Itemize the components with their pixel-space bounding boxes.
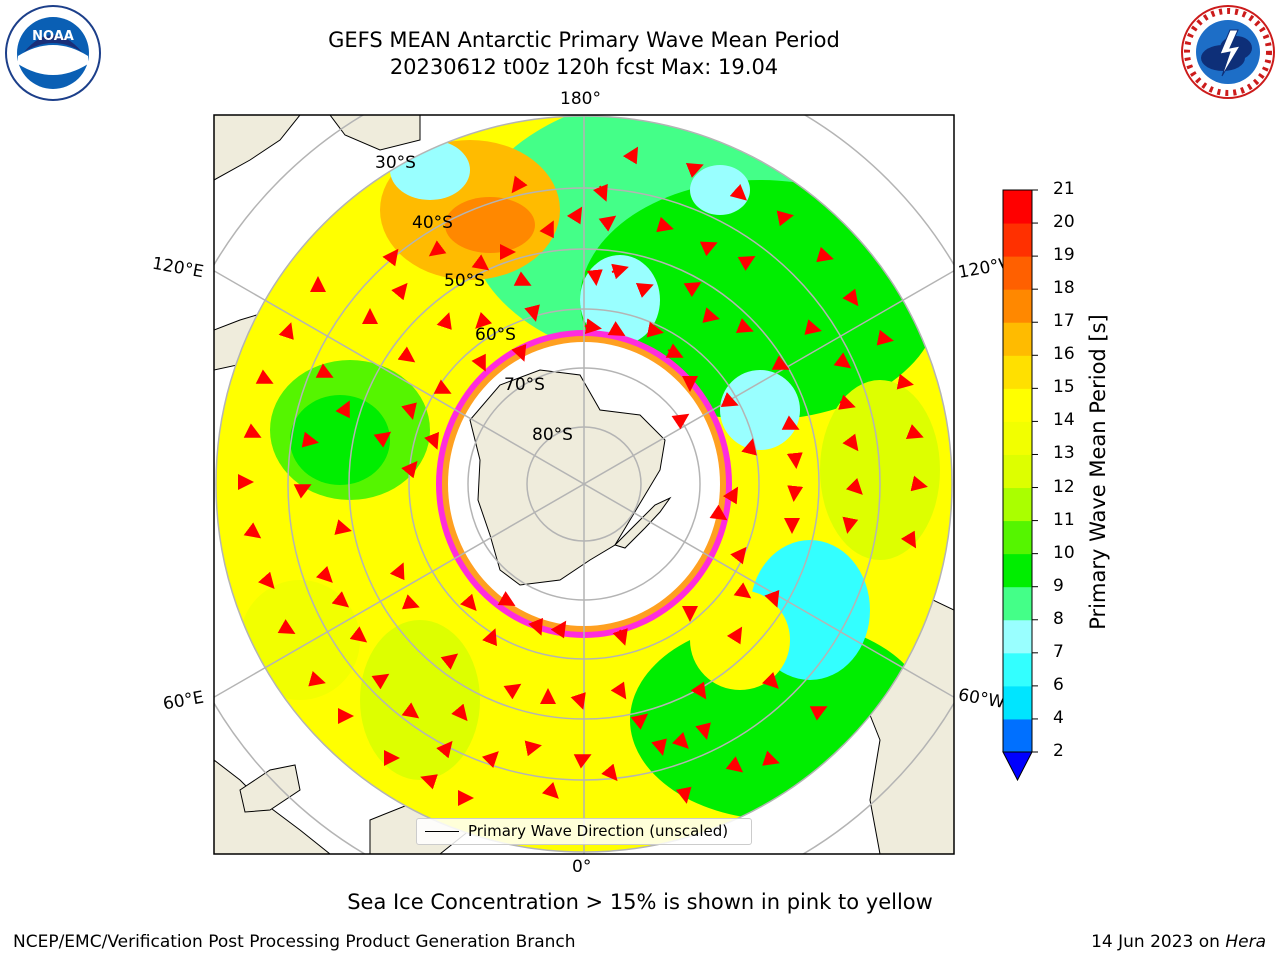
map-legend: Primary Wave Direction (unscaled)	[416, 818, 752, 845]
lon-label-180: 180°	[560, 89, 601, 109]
lat-label-40s: 40°S	[412, 213, 453, 233]
map-subtitle: 20230612 t00z 120h fcst Max: 19.04	[389, 55, 779, 79]
lat-label-30s: 30°S	[375, 153, 416, 173]
lat-label-70s: 70°S	[504, 375, 545, 395]
colorbar-under-triangle	[1002, 751, 1033, 782]
colorbar-segment	[1003, 619, 1032, 654]
colorbar-tick-label: 11	[1053, 509, 1075, 530]
noaa-logo: NOAA	[5, 5, 101, 101]
colorbar-tick-label: 2	[1053, 741, 1064, 761]
colorbar-segment	[1003, 487, 1032, 522]
colorbar-tick-label: 9	[1053, 575, 1064, 596]
lat-label-50s: 50°S	[444, 271, 485, 291]
map-title: GEFS MEAN Antarctic Primary Wave Mean Pe…	[328, 28, 840, 52]
colorbar-tick-label: 10	[1053, 542, 1075, 563]
footer-date: 14 Jun 2023 on Hera	[1091, 932, 1266, 952]
legend-label: Primary Wave Direction (unscaled)	[468, 822, 729, 840]
colorbar-outline	[1002, 189, 1033, 753]
colorbar-segment	[1003, 256, 1032, 290]
colorbar-tick-label: 18	[1053, 278, 1075, 299]
colorbar	[1002, 189, 1038, 782]
lat-label-60s: 60°S	[475, 325, 516, 345]
colorbar-segment	[1003, 190, 1032, 224]
noaa-logo-text: NOAA	[32, 29, 74, 44]
colorbar-tick-label: 7	[1053, 641, 1064, 662]
colorbar-segment	[1003, 553, 1032, 588]
colorbar-tick-label: 6	[1053, 674, 1064, 695]
graticule	[214, 115, 954, 854]
colorbar-segment	[1003, 421, 1032, 455]
colorbar-tick-label: 17	[1053, 311, 1075, 332]
sea-ice-footnote: Sea Ice Concentration > 15% is shown in …	[347, 890, 933, 914]
colorbar-tick-label: 19	[1053, 245, 1075, 266]
footer-organization: NCEP/EMC/Verification Post Processing Pr…	[13, 932, 576, 952]
colorbar-tick-label: 12	[1053, 476, 1075, 497]
lat-label-80s: 80°S	[532, 425, 573, 445]
colorbar-segment	[1003, 652, 1032, 687]
colorbar-tick-label: 13	[1053, 443, 1075, 464]
lon-label-0: 0°	[572, 857, 592, 877]
colorbar-segment	[1003, 223, 1032, 257]
colorbar-segment	[1003, 454, 1032, 489]
colorbar-segment	[1003, 388, 1032, 422]
legend-line-swatch	[425, 831, 459, 832]
colorbar-tick-label: 15	[1053, 377, 1075, 398]
colorbar-segment	[1003, 289, 1032, 323]
colorbar-segment	[1003, 355, 1032, 389]
colorbar-segment	[1003, 718, 1032, 753]
colorbar-segment	[1003, 520, 1032, 555]
colorbar-title: Primary Wave Mean Period [s]	[1086, 314, 1110, 630]
map-frame	[213, 114, 955, 855]
colorbar-segment	[1003, 322, 1032, 356]
wave-direction-arrows	[238, 146, 928, 806]
colorbar-tick-label: 21	[1053, 179, 1075, 199]
colorbar-tick-label: 4	[1053, 707, 1064, 728]
colorbar-segment	[1003, 586, 1032, 621]
colorbar-segment	[1003, 685, 1032, 720]
nws-logo	[1181, 5, 1275, 99]
footer-date-text: 14 Jun 2023 on	[1091, 932, 1226, 952]
footer-machine: Hera	[1225, 932, 1266, 952]
colorbar-tick-label: 8	[1053, 608, 1064, 629]
colorbar-tick-label: 16	[1053, 344, 1075, 365]
colorbar-tick-label: 14	[1053, 410, 1075, 431]
colorbar-tick-label: 20	[1053, 212, 1075, 233]
